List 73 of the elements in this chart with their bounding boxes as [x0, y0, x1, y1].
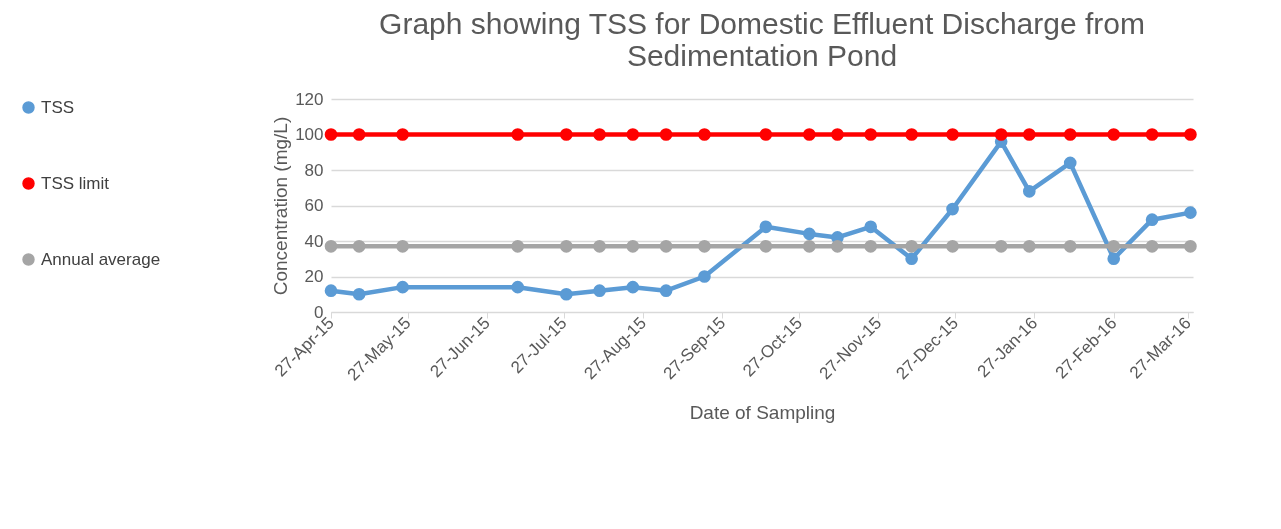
point: [759, 240, 773, 253]
chart-title: Graph showing TSS for Domestic Effluent Discharge from Sedimentation Pond: [379, 7, 1145, 72]
point: [352, 287, 366, 301]
point: [626, 128, 640, 141]
y-tick-label: 120: [295, 89, 324, 109]
point: [803, 227, 816, 241]
point: [1145, 240, 1159, 253]
point: [626, 240, 640, 253]
point: [905, 240, 918, 253]
y-tick-label: 20: [304, 267, 324, 286]
point: [759, 128, 773, 141]
x-axis-title: Date of Sampling: [689, 401, 836, 423]
point: [324, 240, 338, 253]
point: [905, 128, 918, 141]
point: [1145, 213, 1159, 227]
point: [1063, 156, 1077, 170]
point: [864, 220, 878, 234]
point: [831, 240, 844, 253]
point: [759, 220, 773, 234]
point: [1022, 240, 1036, 253]
point: [946, 128, 959, 141]
point: [593, 240, 606, 253]
y-tick-label: 40: [304, 231, 324, 251]
point: [511, 128, 525, 141]
point: [1107, 240, 1121, 253]
y-tick-label: 100: [295, 125, 324, 144]
point: [396, 280, 409, 294]
point: [803, 240, 816, 253]
point: [1184, 240, 1197, 253]
legend-label: Annual average: [41, 249, 161, 269]
point: [1107, 128, 1121, 141]
point: [1063, 240, 1077, 253]
point: [396, 240, 409, 253]
point: [994, 128, 1008, 141]
y-tick-label: 60: [304, 196, 324, 215]
point: [864, 128, 878, 141]
point: [1184, 128, 1197, 141]
point: [1022, 128, 1036, 141]
point: [560, 128, 573, 141]
point: [1145, 128, 1159, 141]
point: [994, 240, 1008, 253]
point: [698, 128, 711, 141]
point: [946, 202, 959, 216]
point: [352, 240, 366, 253]
point: [593, 284, 606, 298]
point: [864, 240, 878, 253]
point: [324, 284, 338, 298]
point: [511, 280, 525, 294]
point: [511, 240, 525, 253]
point: [560, 287, 573, 301]
point: [324, 128, 338, 141]
point: [659, 128, 673, 141]
point: [396, 128, 409, 141]
point: [905, 252, 918, 266]
point: [946, 240, 959, 253]
legend-label: TSS: [41, 97, 75, 117]
point: [560, 240, 573, 253]
point: [698, 240, 711, 253]
y-tick-label: 80: [304, 160, 324, 180]
point: [659, 240, 673, 253]
point: [659, 284, 673, 298]
point: [1107, 252, 1121, 266]
point: [831, 128, 844, 141]
legend-label: TSS limit: [41, 173, 110, 193]
point: [352, 128, 366, 141]
point: [698, 270, 711, 283]
point: [593, 128, 606, 141]
point: [1022, 184, 1036, 198]
point: [1184, 206, 1197, 219]
y-axis-title: Concentration (mg/L): [270, 116, 292, 296]
point: [803, 128, 816, 141]
point: [1063, 128, 1077, 141]
point: [626, 280, 640, 294]
